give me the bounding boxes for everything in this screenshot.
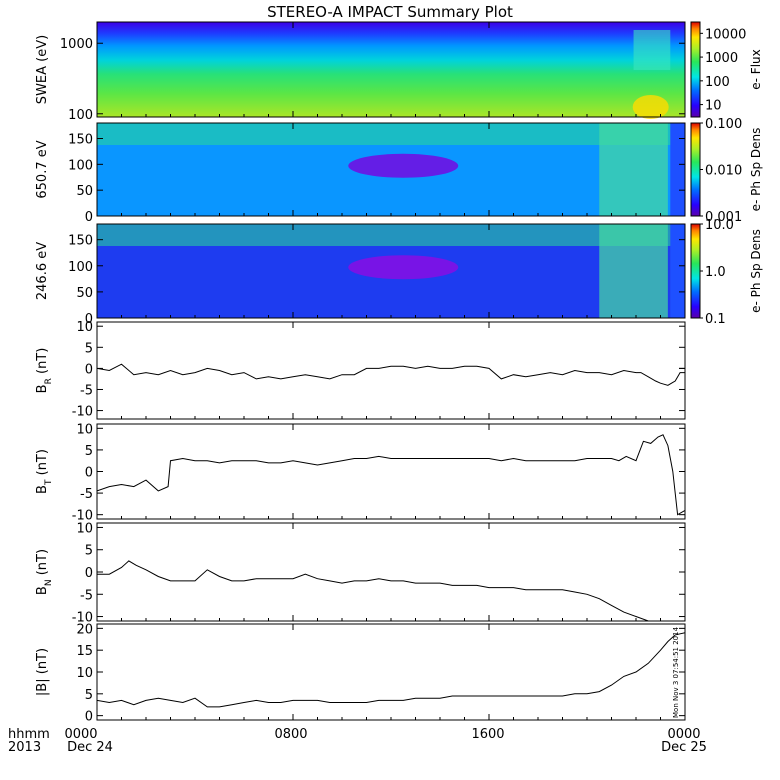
bt-ytick-label-4: 10 (76, 422, 93, 437)
swea-ytick-label-1: 100 (68, 108, 93, 123)
pad650-ylabel: 650.7 eV (35, 140, 50, 198)
swea-cbtick-label-1: 1000 (705, 51, 738, 66)
swea-cbtick-label-3: 10 (705, 99, 722, 114)
bmag-ytick-label-3: 15 (76, 644, 93, 659)
pad246-end-strip (670, 224, 685, 318)
bn-ytick-label-2: 0 (85, 566, 93, 581)
bt-series-line (97, 434, 685, 516)
bt-ytick-label-2: 0 (85, 466, 93, 481)
pad246-colorbar-label: e- Ph Sp Dens (749, 229, 763, 313)
bn-ytick-label-4: 10 (76, 521, 93, 536)
bn-frame (96, 522, 686, 622)
panels-group: 1000100050100150050100150-10-50510-10-50… (35, 21, 686, 725)
x-axis: hhmm 2013 0000 Dec 24 0800 1600 0000 Dec… (8, 727, 707, 755)
swea-ylabel: SWEA (eV) (35, 35, 50, 104)
br-ytick-label-4: 10 (76, 320, 93, 335)
pad650-cbtick-label-1: 0.010 (705, 164, 742, 179)
br-ytick-label-1: -5 (80, 383, 93, 398)
x-tick-label-time-3: 0000 (667, 727, 700, 742)
pad650-colorbar (690, 122, 701, 217)
pad650-cbtick-label-2: 0.001 (705, 210, 742, 225)
pad246-ylabel: 246.6 eV (35, 242, 50, 300)
bmag-frame (96, 623, 686, 721)
br-ytick-label-3: 5 (85, 341, 93, 356)
colorbars-group: 10000 1000 100 10 e- Flux 0.100 0.010 0.001 e- P… (690, 21, 763, 327)
pad246-ytick-label-0: 0 (85, 312, 93, 327)
pad650-ytick-label-1: 50 (76, 184, 93, 199)
x-corner-label-year: 2013 (8, 740, 41, 755)
bmag-ytick-label-2: 10 (76, 666, 93, 681)
bt-frame (96, 423, 686, 520)
pad650-depletion (348, 153, 459, 178)
timestamp-note: Mon Nov 3 07:54:51 2014 (672, 626, 680, 718)
bmag-ytick-label-4: 20 (76, 622, 93, 637)
bt-ytick-label-3: 5 (85, 444, 93, 459)
x-tick-label-date-3: Dec 25 (661, 740, 707, 755)
x-tick-label-time-1: 0800 (274, 727, 307, 742)
swea-cbtick-label-2: 100 (705, 75, 730, 90)
bmag-ytick-label-0: 0 (85, 710, 93, 725)
swea-hotspot (632, 95, 669, 119)
x-tick-label-time-0: 0000 (64, 727, 97, 742)
x-tick-label-date-0: Dec 24 (67, 740, 113, 755)
swea-colorbar (690, 21, 701, 118)
swea-colorbar-label: e- Flux (749, 49, 763, 89)
bn-ytick-label-1: -5 (80, 588, 93, 603)
br-ytick-label-2: 0 (85, 362, 93, 377)
swea-spectrogram (97, 22, 685, 117)
bt-ytick-label-1: -5 (80, 487, 93, 502)
x-corner-label-hhmm: hhmm (8, 727, 50, 742)
br-ytick-label-0: -10 (72, 405, 93, 420)
bn-series-line (97, 560, 685, 621)
pad246-cbtick-label-0: 10.0 (705, 218, 734, 233)
pad246-end-region (599, 224, 668, 318)
pad650-cbtick-label-0: 0.100 (705, 117, 742, 132)
pad650-end-strip (670, 123, 685, 216)
pad650-top-band (97, 123, 685, 145)
br-ylabel: BR (nT) (35, 348, 54, 394)
br-frame (96, 321, 686, 420)
pad246-ytick-label-2: 100 (68, 260, 93, 275)
pad650-ytick-label-3: 150 (68, 133, 93, 148)
pad246-cbtick-label-2: 0.1 (705, 312, 726, 327)
br-series-line (97, 363, 685, 386)
x-tick-label-time-2: 1600 (471, 727, 504, 742)
swea-end-band (633, 30, 671, 70)
pad246-colorbar (690, 223, 701, 319)
pad246-top-band (97, 224, 685, 246)
pad650-colorbar-label: e- Ph Sp Dens (749, 128, 763, 212)
bmag-ytick-label-1: 5 (85, 688, 93, 703)
pad246-depletion (348, 255, 459, 280)
bt-ylabel: BT (nT) (35, 449, 54, 494)
pad246-ytick-label-3: 150 (68, 234, 93, 249)
pad650-ytick-label-2: 100 (68, 158, 93, 173)
bt-ytick-label-0: -10 (72, 509, 93, 524)
plot-title: STEREO-A IMPACT Summary Plot (267, 3, 513, 21)
swea-cbtick-label-0: 10000 (705, 27, 746, 42)
bn-ytick-label-0: -10 (72, 611, 93, 626)
bn-ylabel: BN (nT) (35, 549, 54, 595)
bn-ytick-label-3: 5 (85, 544, 93, 559)
bmag-series-line (97, 632, 685, 708)
pad246-cbtick-label-1: 1.0 (705, 265, 726, 280)
pad246-ytick-label-1: 50 (76, 286, 93, 301)
swea-ytick-label-0: 1000 (60, 37, 93, 52)
pad650-end-region (599, 123, 668, 216)
bmag-ylabel: |B| (nT) (35, 648, 50, 696)
pad650-ytick-label-0: 0 (85, 210, 93, 225)
